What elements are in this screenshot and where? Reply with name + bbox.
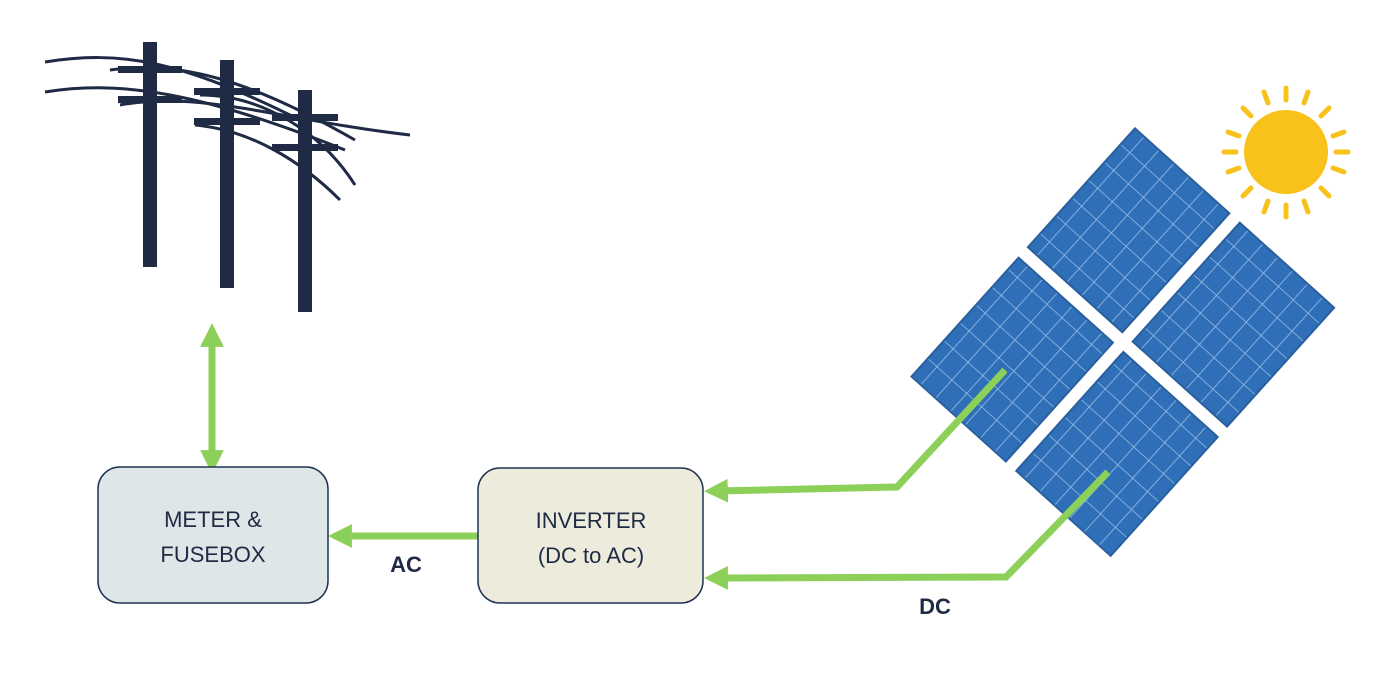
meter-label-line2: FUSEBOX [160, 542, 265, 567]
flow-arrows [200, 323, 1111, 590]
dc-arrow-upper [704, 367, 1008, 503]
meter-label-line1: METER & [164, 507, 262, 532]
power-line-poles-icon [44, 42, 411, 312]
sun-icon [1221, 85, 1351, 220]
meter-fusebox-box: METER & FUSEBOX [97, 466, 329, 604]
inverter-box: INVERTER (DC to AC) [477, 467, 704, 604]
ac-label: AC [390, 552, 422, 577]
inverter-label-line1: INVERTER [536, 508, 647, 533]
inverter-label-line2: (DC to AC) [538, 543, 644, 568]
dc-label: DC [919, 594, 951, 619]
dc-arrow-lower [704, 469, 1111, 590]
solar-panel-icon [910, 126, 1336, 558]
